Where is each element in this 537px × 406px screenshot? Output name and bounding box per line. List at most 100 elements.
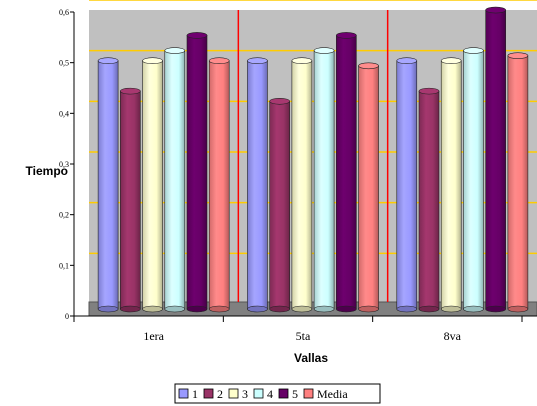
bar-body	[208, 60, 230, 310]
legend-item: 4	[253, 387, 273, 401]
legend-item: 1	[178, 387, 198, 401]
legend-label: Media	[317, 387, 348, 401]
y-tick-label: 0,1	[59, 261, 69, 270]
bar-body	[120, 90, 141, 310]
bar	[291, 57, 313, 313]
y-tick-label: 0,5	[59, 59, 69, 68]
bar-body	[396, 60, 418, 310]
axes	[70, 11, 537, 322]
legend-label: 2	[217, 387, 223, 401]
x-category-label: 8va	[444, 329, 462, 343]
bar-base	[120, 305, 141, 313]
bar	[336, 32, 357, 313]
legend-label: 5	[292, 387, 298, 401]
bar-cap	[396, 57, 418, 65]
x-axis-title: Vallas	[294, 351, 328, 365]
bar-base	[142, 305, 163, 313]
bar-body	[186, 35, 208, 310]
bars	[97, 6, 529, 313]
bar-body	[418, 90, 440, 310]
bar-body	[291, 60, 313, 310]
bar-body	[142, 60, 163, 310]
legend-item: 5	[278, 387, 298, 401]
x-category-labels: 1era 5ta 8va	[143, 329, 461, 343]
legend-label: 4	[267, 387, 273, 401]
bar	[142, 57, 163, 313]
y-tick-labels: 0 0,1 0,2 0,3 0,4 0,5 0,6	[59, 8, 69, 321]
bar-body	[313, 50, 335, 310]
legend-swatch	[228, 388, 239, 399]
bar	[97, 57, 119, 313]
bar-base	[336, 305, 357, 313]
bar-base	[418, 305, 440, 313]
legend-items: 1 2 3 4 5 Media	[178, 387, 348, 401]
bar-cap	[418, 87, 440, 95]
bar	[418, 87, 440, 313]
bar-cap	[336, 32, 357, 39]
bar	[485, 6, 506, 313]
bar	[313, 47, 335, 313]
y-tick-label: 0	[65, 312, 69, 321]
bar-base	[164, 305, 186, 313]
legend-box	[174, 383, 381, 404]
bar-base	[507, 305, 529, 313]
bar	[269, 97, 290, 313]
y-tick-label: 0,3	[59, 160, 69, 169]
bar-body	[440, 60, 462, 310]
bar	[358, 62, 379, 313]
legend-item: 2	[203, 387, 223, 401]
bar-base	[269, 305, 290, 313]
bar	[463, 47, 484, 313]
bar-base	[97, 305, 119, 313]
bar-cap	[247, 57, 268, 65]
legend-swatch	[203, 388, 214, 399]
legend-label: 1	[192, 387, 198, 401]
bar-body	[164, 50, 186, 310]
bar	[186, 32, 208, 313]
gridlines	[89, 0, 537, 255]
bar-body	[336, 35, 357, 310]
legend-swatch	[253, 388, 264, 399]
y-axis-title: Tiempo	[26, 164, 68, 178]
legend-item: 3	[228, 387, 248, 401]
bar-cap	[463, 47, 484, 54]
legend-item: Media	[303, 387, 348, 401]
bar-cap	[269, 97, 290, 105]
bar-cap	[120, 87, 141, 95]
bar-cap	[186, 32, 208, 39]
bar-body	[269, 100, 290, 310]
bar	[396, 57, 418, 313]
bar-base	[247, 305, 268, 313]
x-category-label: 5ta	[296, 329, 311, 343]
bar-base	[485, 305, 506, 313]
bar-body	[507, 55, 529, 310]
bar-body	[485, 9, 506, 310]
bar-cap	[97, 57, 119, 65]
bar-body	[463, 50, 484, 310]
bar-cap	[291, 57, 313, 65]
bar-base	[463, 305, 484, 313]
y-tick-label: 0,6	[59, 8, 69, 17]
legend-swatch	[178, 388, 189, 399]
bar-base	[208, 305, 230, 313]
bar-cap	[507, 52, 529, 59]
bar-cap	[440, 57, 462, 65]
bar-cap	[142, 57, 163, 65]
bar-cap	[313, 47, 335, 54]
bar-base	[358, 305, 379, 313]
category-dividers	[237, 10, 389, 302]
bar-cap	[208, 57, 230, 65]
bar-body	[247, 60, 268, 310]
bar-base	[291, 305, 313, 313]
bar	[120, 87, 141, 313]
bar	[440, 57, 462, 313]
bar-base	[440, 305, 462, 313]
bar-cap	[485, 6, 506, 14]
bar-cap	[358, 62, 379, 70]
bar-base	[313, 305, 335, 313]
bar-base	[396, 305, 418, 313]
legend-swatch	[278, 388, 289, 399]
legend-label: 3	[242, 387, 248, 401]
bar-body	[97, 60, 119, 310]
